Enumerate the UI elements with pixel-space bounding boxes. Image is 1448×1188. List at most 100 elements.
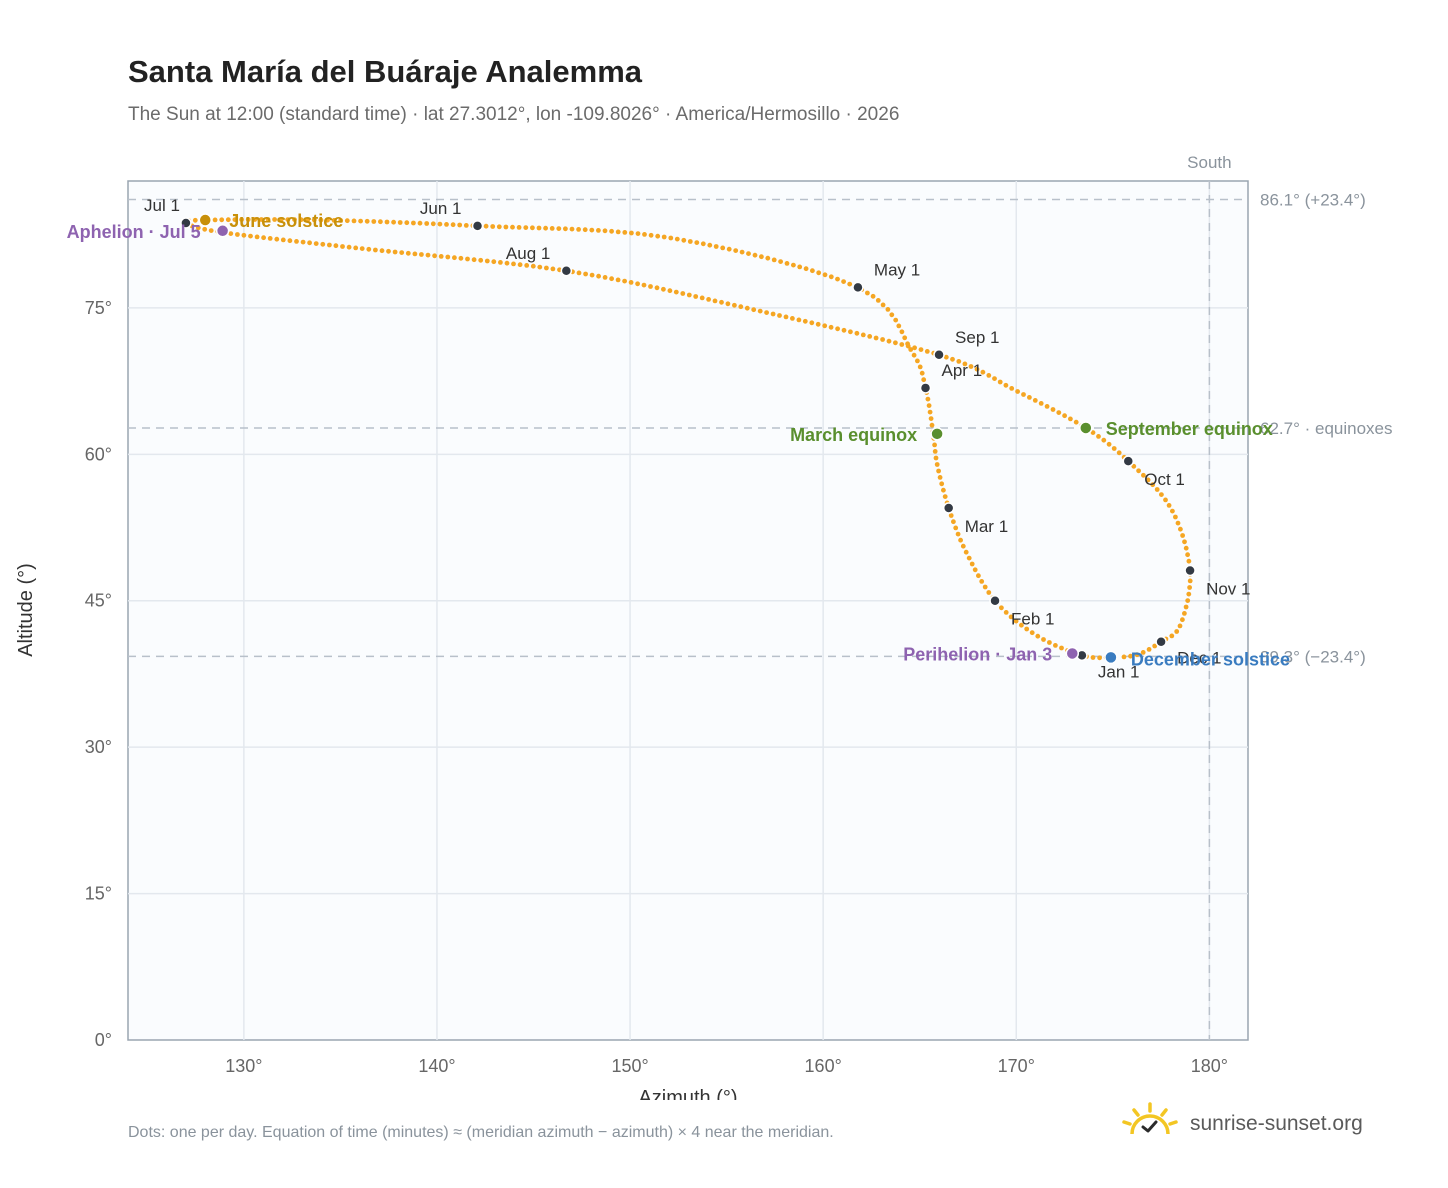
day-dot xyxy=(596,273,601,279)
day-dot xyxy=(860,332,866,338)
day-dot xyxy=(340,244,345,249)
day-dot xyxy=(517,262,523,268)
day-dot xyxy=(926,403,932,408)
day-dot xyxy=(932,449,938,454)
day-dot xyxy=(516,225,522,230)
day-dot xyxy=(778,259,783,264)
day-dot xyxy=(1159,492,1164,497)
day-dot xyxy=(331,218,337,223)
day-dot xyxy=(918,347,924,352)
day-dot xyxy=(1186,558,1192,564)
event-marker xyxy=(1104,650,1118,665)
day-dot xyxy=(796,317,802,323)
day-dot xyxy=(576,227,581,232)
day-dot xyxy=(642,232,647,237)
day-dot xyxy=(327,242,332,248)
day-dot xyxy=(1170,508,1175,514)
day-dot xyxy=(969,561,975,567)
day-dot xyxy=(1009,386,1015,391)
day-dot xyxy=(346,244,352,250)
day-dot xyxy=(1180,617,1185,623)
day-dot xyxy=(589,227,595,233)
day-dot xyxy=(810,268,815,274)
grid-lines xyxy=(128,181,1248,1040)
day-dot xyxy=(471,257,477,263)
event-label: September equinox xyxy=(1106,419,1273,439)
day-dot xyxy=(941,487,946,493)
y-tick-label: 15° xyxy=(85,884,112,904)
day-dot xyxy=(1015,389,1020,394)
day-dot xyxy=(412,251,418,257)
day-dot xyxy=(661,286,666,292)
day-dot xyxy=(939,481,945,487)
day-dot xyxy=(751,307,757,313)
day-dot xyxy=(1150,482,1156,488)
day-dot xyxy=(917,364,923,370)
day-dot xyxy=(1032,398,1038,403)
day-dot xyxy=(457,222,463,228)
day-dot xyxy=(725,301,731,307)
day-dot xyxy=(1141,472,1146,478)
day-dot xyxy=(854,330,860,336)
day-dot xyxy=(1008,614,1014,620)
analemma-chart: South 86.1° (+23.4°) 62.7° · equinoxes 39.3… xyxy=(15,153,1393,1100)
day-dot xyxy=(523,225,529,231)
day-dot xyxy=(530,225,535,231)
day-dot xyxy=(259,217,264,222)
month-marker xyxy=(919,382,932,394)
y-axis-title: Altitude (°) xyxy=(15,563,37,657)
day-dot xyxy=(1050,407,1056,412)
day-dot xyxy=(1073,419,1079,425)
day-dot xyxy=(450,222,456,228)
day-dot xyxy=(280,237,286,243)
month-marker xyxy=(471,220,484,232)
day-dot xyxy=(979,579,985,584)
day-dot xyxy=(1187,578,1193,584)
day-dot xyxy=(424,221,430,226)
month-marker xyxy=(560,265,573,277)
day-dot xyxy=(752,252,758,258)
day-dot xyxy=(902,335,908,341)
day-dot xyxy=(245,217,251,222)
day-dot xyxy=(1038,401,1044,406)
day-dot xyxy=(596,228,601,233)
day-dot xyxy=(648,284,653,289)
day-dot xyxy=(765,255,771,261)
day-dot xyxy=(294,239,299,244)
day-dot xyxy=(654,285,660,291)
day-dot xyxy=(225,217,231,223)
day-dot xyxy=(1185,552,1190,558)
day-dot xyxy=(589,272,595,278)
day-dot xyxy=(544,265,549,271)
day-dot xyxy=(1111,446,1117,451)
brand-logo[interactable]: sunrise-sunset.org xyxy=(1120,1100,1400,1150)
day-dot xyxy=(880,337,885,342)
day-dot xyxy=(228,231,234,237)
brand-name: sunrise-sunset.org xyxy=(1190,1112,1363,1135)
day-dot xyxy=(318,217,324,223)
day-dot xyxy=(1116,450,1122,456)
day-dot xyxy=(1041,637,1046,642)
day-dot xyxy=(893,340,898,346)
day-dot xyxy=(893,317,899,323)
chart-title: Santa María del Buáraje Analemma xyxy=(128,54,642,89)
day-dot xyxy=(928,416,934,421)
day-dot xyxy=(764,310,769,315)
day-dot xyxy=(707,242,713,248)
day-dot xyxy=(962,361,968,367)
day-dot xyxy=(1183,604,1189,610)
day-dot xyxy=(980,369,986,375)
day-dot xyxy=(934,462,940,467)
day-dot xyxy=(885,307,891,312)
day-dot xyxy=(445,254,451,260)
day-dot xyxy=(543,225,548,231)
footnote: Dots: one per day. Equation of time (min… xyxy=(128,1124,834,1141)
day-dot xyxy=(366,246,372,252)
day-dot xyxy=(972,567,978,573)
day-dot xyxy=(912,345,917,351)
day-dot xyxy=(835,276,840,282)
month-label: May 1 xyxy=(874,260,920,279)
day-dot xyxy=(1024,626,1030,632)
day-dot xyxy=(905,343,911,349)
day-dot xyxy=(609,228,614,234)
